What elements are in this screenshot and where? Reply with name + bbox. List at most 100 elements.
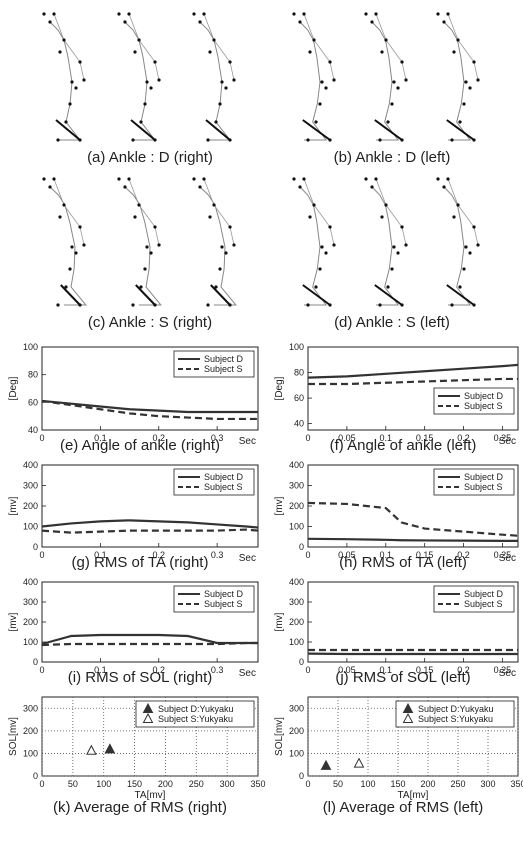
- marker-dot: [312, 203, 315, 206]
- y-axis-label: [mv]: [8, 612, 19, 631]
- marker-dot: [452, 50, 455, 53]
- y-tick-label: 100: [23, 637, 38, 647]
- y-tick-label: 100: [23, 522, 38, 532]
- marker-dot: [306, 138, 309, 141]
- marker-dot: [139, 120, 142, 123]
- arm: [448, 179, 478, 245]
- x-tick-label: 200: [158, 779, 173, 789]
- marker-dot: [380, 215, 383, 218]
- marker-dot: [458, 120, 461, 123]
- marker-dot: [436, 12, 439, 15]
- caption: (b) Ankle : D (left): [334, 149, 451, 166]
- marker-dot: [464, 80, 467, 83]
- marker-dot: [206, 138, 209, 141]
- marker-dot: [302, 177, 305, 180]
- y-axis-label: SOL[mv]: [8, 717, 19, 756]
- arm: [54, 179, 84, 245]
- y-tick-label: 80: [294, 368, 304, 378]
- marker-dot: [472, 303, 475, 306]
- marker-dot: [56, 303, 59, 306]
- marker-dot: [308, 215, 311, 218]
- marker-dot: [446, 12, 449, 15]
- marker-dot: [133, 215, 136, 218]
- marker-dot: [306, 303, 309, 306]
- arm: [376, 14, 406, 80]
- marker-dot: [396, 251, 399, 254]
- marker-dot: [232, 243, 235, 246]
- series-line: [42, 530, 258, 533]
- caption: (c) Ankle : S (right): [88, 314, 212, 331]
- x-tick-label: 50: [68, 779, 78, 789]
- skeleton: [125, 187, 161, 305]
- marker-dot: [400, 225, 403, 228]
- marker-dot: [192, 177, 195, 180]
- x-tick-label: 0.3: [211, 665, 224, 675]
- y-tick-label: 0: [299, 771, 304, 781]
- marker-dot: [452, 215, 455, 218]
- stick-figure: [42, 177, 86, 306]
- marker-dot: [404, 243, 407, 246]
- legend-label: Subject D: [464, 472, 504, 482]
- marker-dot: [378, 138, 381, 141]
- marker-dot: [206, 303, 209, 306]
- marker-dot: [320, 245, 323, 248]
- marker-dot: [312, 38, 315, 41]
- marker-dot: [292, 12, 295, 15]
- marker-dot: [458, 285, 461, 288]
- marker-dot: [131, 138, 134, 141]
- marker-dot: [364, 177, 367, 180]
- y-tick-label: 300: [23, 703, 38, 713]
- x-tick-label: 350: [250, 779, 265, 789]
- marker-dot: [390, 102, 393, 105]
- marker-dot: [117, 177, 120, 180]
- marker-dot: [374, 12, 377, 15]
- marker-dot: [464, 245, 467, 248]
- marker-dot: [318, 267, 321, 270]
- x-tick-label: 0: [305, 779, 310, 789]
- arm: [204, 14, 234, 80]
- caption: (e) Angle of ankle (right): [60, 437, 220, 454]
- x-axis-label: Sec: [499, 436, 516, 447]
- marker-dot: [472, 225, 475, 228]
- skeleton: [200, 187, 236, 305]
- y-tick-label: 100: [23, 748, 38, 758]
- arm: [304, 179, 334, 245]
- arm: [448, 14, 478, 80]
- legend-label: Subject S: [204, 599, 243, 609]
- marker-dot: [139, 285, 142, 288]
- scatter-point: [322, 761, 331, 770]
- marker-dot: [386, 285, 389, 288]
- marker-dot: [228, 138, 231, 141]
- legend-label: Subject S: [464, 482, 503, 492]
- marker-dot: [68, 267, 71, 270]
- marker-dot: [198, 185, 201, 188]
- marker-dot: [198, 20, 201, 23]
- marker-dot: [48, 185, 51, 188]
- marker-dot: [228, 60, 231, 63]
- marker-dot: [436, 177, 439, 180]
- y-tick-label: 100: [289, 748, 304, 758]
- y-tick-label: 60: [294, 393, 304, 403]
- marker-dot: [123, 20, 126, 23]
- stick-figure: [117, 177, 160, 306]
- marker-dot: [82, 243, 85, 246]
- series-line: [308, 365, 518, 378]
- marker-dot: [228, 303, 231, 306]
- marker-dot: [145, 245, 148, 248]
- x-tick-label: 0: [39, 433, 44, 443]
- marker-dot: [386, 120, 389, 123]
- x-tick-label: 0: [305, 433, 310, 443]
- marker-dot: [157, 78, 160, 81]
- caption: (k) Average of RMS (right): [53, 799, 227, 816]
- marker-dot: [192, 12, 195, 15]
- marker-dot: [370, 185, 373, 188]
- marker-dot: [157, 243, 160, 246]
- marker-dot: [314, 285, 317, 288]
- x-tick-label: 300: [480, 779, 495, 789]
- marker-dot: [378, 303, 381, 306]
- marker-dot: [390, 267, 393, 270]
- marker-dot: [318, 102, 321, 105]
- marker-dot: [70, 80, 73, 83]
- legend-label: Subject D: [204, 354, 244, 364]
- scatter-point: [87, 746, 96, 755]
